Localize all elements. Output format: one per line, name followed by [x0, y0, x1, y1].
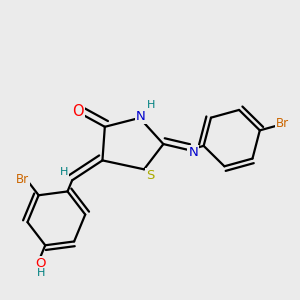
Text: Br: Br — [276, 117, 289, 130]
Text: H: H — [37, 268, 45, 278]
Text: H: H — [147, 100, 155, 110]
Text: S: S — [146, 169, 155, 182]
Text: Br: Br — [16, 173, 29, 186]
Text: O: O — [35, 257, 46, 270]
Text: H: H — [60, 167, 68, 177]
Text: N: N — [188, 146, 198, 159]
Text: O: O — [72, 104, 84, 119]
Text: N: N — [136, 110, 146, 123]
